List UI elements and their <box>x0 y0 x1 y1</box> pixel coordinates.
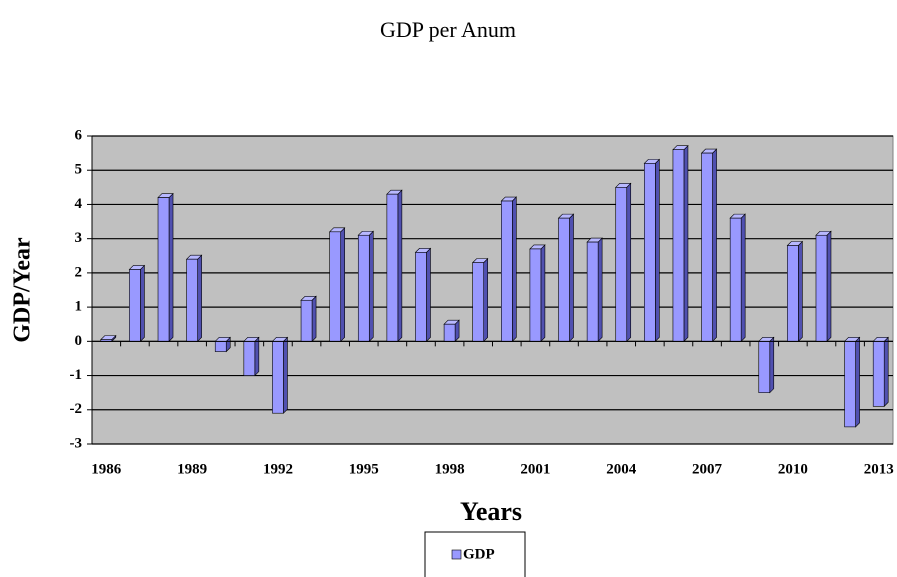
bar-side <box>769 336 775 394</box>
bar <box>787 245 799 342</box>
bar <box>872 341 885 407</box>
y-tick-label: 0 <box>75 333 83 349</box>
bar <box>214 341 227 352</box>
bar-side <box>397 189 403 343</box>
bar-side <box>283 336 288 414</box>
bar <box>472 262 484 342</box>
chart-title: GDP per Anum <box>380 17 516 42</box>
x-tick-label: 2004 <box>606 461 637 477</box>
y-tick-label: -2 <box>70 401 83 417</box>
bar <box>729 217 742 342</box>
bar <box>501 200 513 342</box>
bar <box>615 187 628 342</box>
bar-side <box>540 244 546 343</box>
x-tick-label: 2001 <box>520 461 550 477</box>
bar <box>157 197 170 342</box>
x-tick-label: 1992 <box>263 461 293 477</box>
bar-side <box>855 336 860 428</box>
bar <box>129 269 141 342</box>
bar <box>357 234 370 342</box>
bar-side <box>626 182 632 343</box>
x-tick-label: 1995 <box>349 461 379 477</box>
y-axis-label: GDP/Year <box>10 237 36 343</box>
bar-side <box>712 148 717 343</box>
y-tick-label: 5 <box>75 162 83 178</box>
bar <box>644 163 656 342</box>
bar <box>243 341 256 376</box>
x-tick-label: 1986 <box>91 461 122 477</box>
bar <box>415 252 427 342</box>
bar <box>815 234 828 342</box>
bar-side <box>740 213 746 343</box>
bar-side <box>597 237 603 343</box>
bar <box>386 193 399 342</box>
bar-side <box>311 295 317 343</box>
bar-side <box>826 230 832 343</box>
bar <box>844 341 856 428</box>
legend-box <box>424 531 526 577</box>
bar <box>701 152 713 342</box>
x-tick-label: 1989 <box>177 461 207 477</box>
bar-side <box>340 227 345 343</box>
bar-side <box>798 240 803 343</box>
bar <box>329 231 341 342</box>
bar <box>529 248 542 342</box>
bar <box>443 323 456 342</box>
legend-label: GDP <box>463 546 495 562</box>
y-tick-label: 3 <box>75 230 83 246</box>
y-tick-label: 1 <box>75 299 83 315</box>
bar-side <box>140 264 145 343</box>
y-tick-label: -3 <box>70 435 83 451</box>
bar-side <box>683 144 689 343</box>
x-tick-label: 2013 <box>864 461 894 477</box>
y-tick-label: -1 <box>70 367 83 383</box>
bar-side <box>883 336 889 408</box>
bar <box>586 241 599 342</box>
bar-side <box>368 230 374 343</box>
bar <box>672 149 685 342</box>
bar-side <box>655 158 660 343</box>
bar <box>758 341 771 393</box>
bar <box>300 299 313 342</box>
bar <box>558 217 570 342</box>
y-tick-label: 2 <box>75 264 83 280</box>
bar-side <box>483 257 488 343</box>
bar-side <box>168 192 174 343</box>
bar-side <box>254 336 260 377</box>
bar-side <box>512 196 517 343</box>
legend-swatch <box>451 549 462 560</box>
bar-side <box>197 254 202 343</box>
x-tick-label: 1998 <box>435 461 465 477</box>
bar-side <box>569 213 574 343</box>
y-tick-label: 4 <box>75 196 83 212</box>
bar-side <box>426 247 431 343</box>
x-axis-label: Years <box>460 497 522 526</box>
y-tick-label: 6 <box>75 127 83 143</box>
plot-area <box>91 135 894 445</box>
bar <box>272 341 284 414</box>
x-tick-label: 2007 <box>692 461 723 477</box>
bar <box>186 258 198 342</box>
x-tick-label: 2010 <box>778 461 808 477</box>
